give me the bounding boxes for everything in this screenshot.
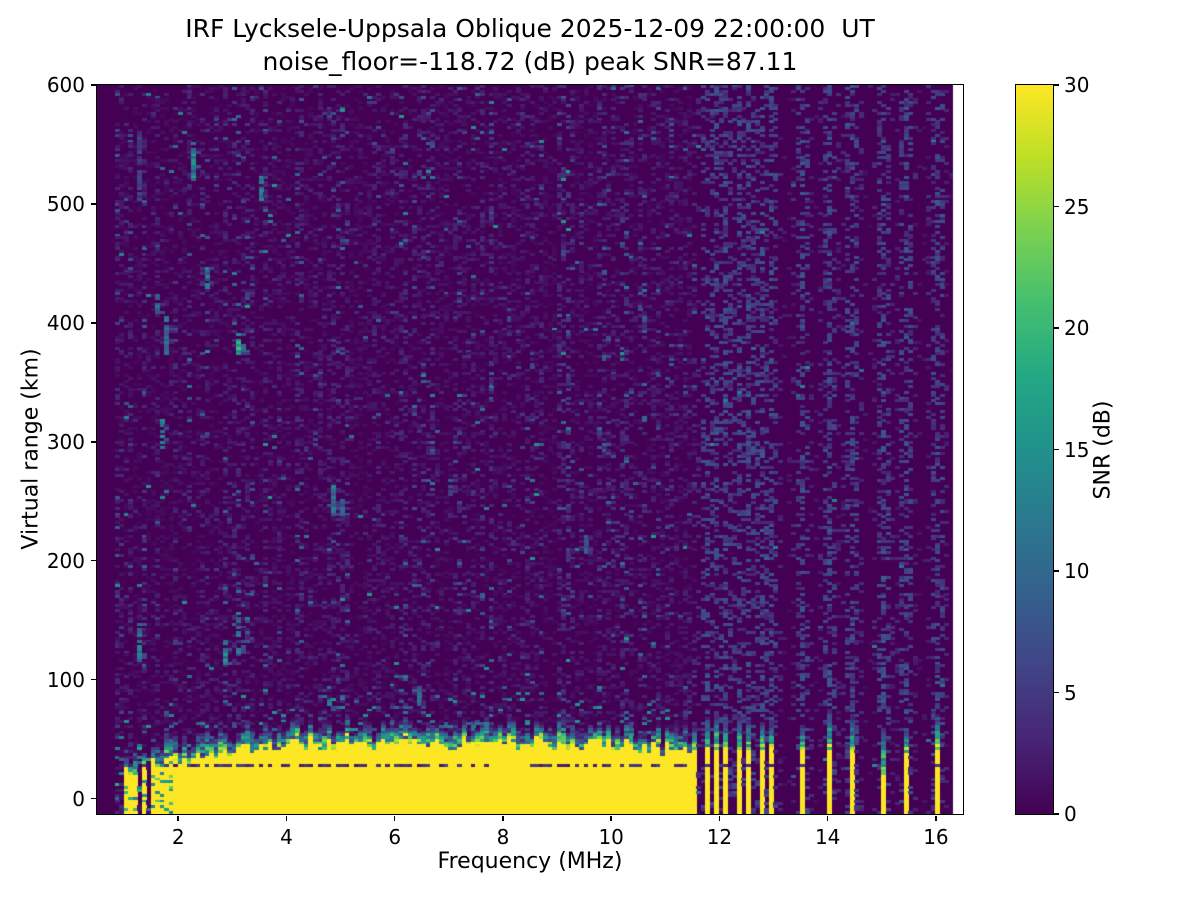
plot-title-line1: IRF Lycksele-Uppsala Oblique 2025-12-09 … — [185, 14, 875, 43]
y-tick-mark — [90, 203, 96, 205]
y-tick-label: 0 — [72, 786, 85, 811]
y-tick-label: 600 — [46, 73, 85, 97]
plot-title-line2: noise_floor=-118.72 (dB) peak SNR=87.11 — [262, 47, 798, 76]
plot-area — [96, 84, 964, 815]
x-tick-label: 6 — [388, 825, 402, 849]
x-tick-label: 14 — [814, 825, 841, 849]
x-tick-label: 8 — [496, 825, 510, 849]
colorbar-tick-mark — [1054, 570, 1059, 572]
y-tick-label: 400 — [46, 310, 85, 335]
plot-title: IRF Lycksele-Uppsala Oblique 2025-12-09 … — [97, 12, 963, 78]
colorbar-tick-mark — [1054, 691, 1059, 694]
colorbar-tick-label: 0 — [1064, 802, 1077, 826]
y-tick-label: 100 — [46, 667, 85, 692]
x-tick-mark — [285, 815, 288, 821]
x-tick-mark — [502, 815, 504, 821]
y-tick-label: 200 — [46, 548, 85, 573]
ionogram-heatmap — [97, 85, 963, 814]
colorbar-tick-mark — [1054, 205, 1059, 208]
y-tick-mark — [90, 441, 96, 443]
x-tick-mark — [826, 815, 829, 821]
colorbar-tick-label: 30 — [1064, 73, 1090, 97]
x-tick-label: 10 — [598, 825, 624, 849]
y-tick-mark — [90, 84, 96, 86]
y-tick-mark — [90, 322, 96, 324]
colorbar-gradient — [1016, 85, 1053, 814]
colorbar-tick-label: 10 — [1064, 559, 1090, 583]
x-tick-label: 2 — [171, 825, 185, 849]
colorbar-tick-label: 25 — [1064, 194, 1090, 219]
colorbar-tick-label: 20 — [1064, 316, 1090, 340]
colorbar-tick-mark — [1054, 813, 1059, 815]
x-tick-mark — [935, 815, 937, 821]
y-tick-label: 300 — [46, 429, 85, 454]
y-tick-mark — [90, 797, 96, 800]
y-axis-label: Virtual range (km) — [18, 348, 44, 550]
colorbar-tick-mark — [1054, 448, 1059, 451]
colorbar-tick-mark — [1054, 327, 1059, 329]
y-tick-mark — [90, 678, 96, 681]
x-tick-mark — [393, 815, 396, 821]
colorbar-tick-label: 5 — [1064, 680, 1077, 705]
x-tick-label: 16 — [923, 825, 949, 849]
colorbar-tick-mark — [1054, 84, 1059, 86]
y-tick-label: 500 — [46, 191, 85, 216]
x-tick-label: 12 — [706, 825, 733, 849]
colorbar-tick-label: 15 — [1064, 437, 1090, 462]
x-axis-label: Frequency (MHz) — [437, 849, 623, 874]
x-tick-mark — [177, 815, 179, 821]
colorbar — [1015, 84, 1054, 815]
colorbar-label: SNR (dB) — [1090, 400, 1116, 500]
y-tick-mark — [90, 559, 96, 562]
x-tick-mark — [610, 815, 612, 821]
x-tick-mark — [718, 815, 721, 821]
x-tick-label: 4 — [280, 825, 293, 849]
